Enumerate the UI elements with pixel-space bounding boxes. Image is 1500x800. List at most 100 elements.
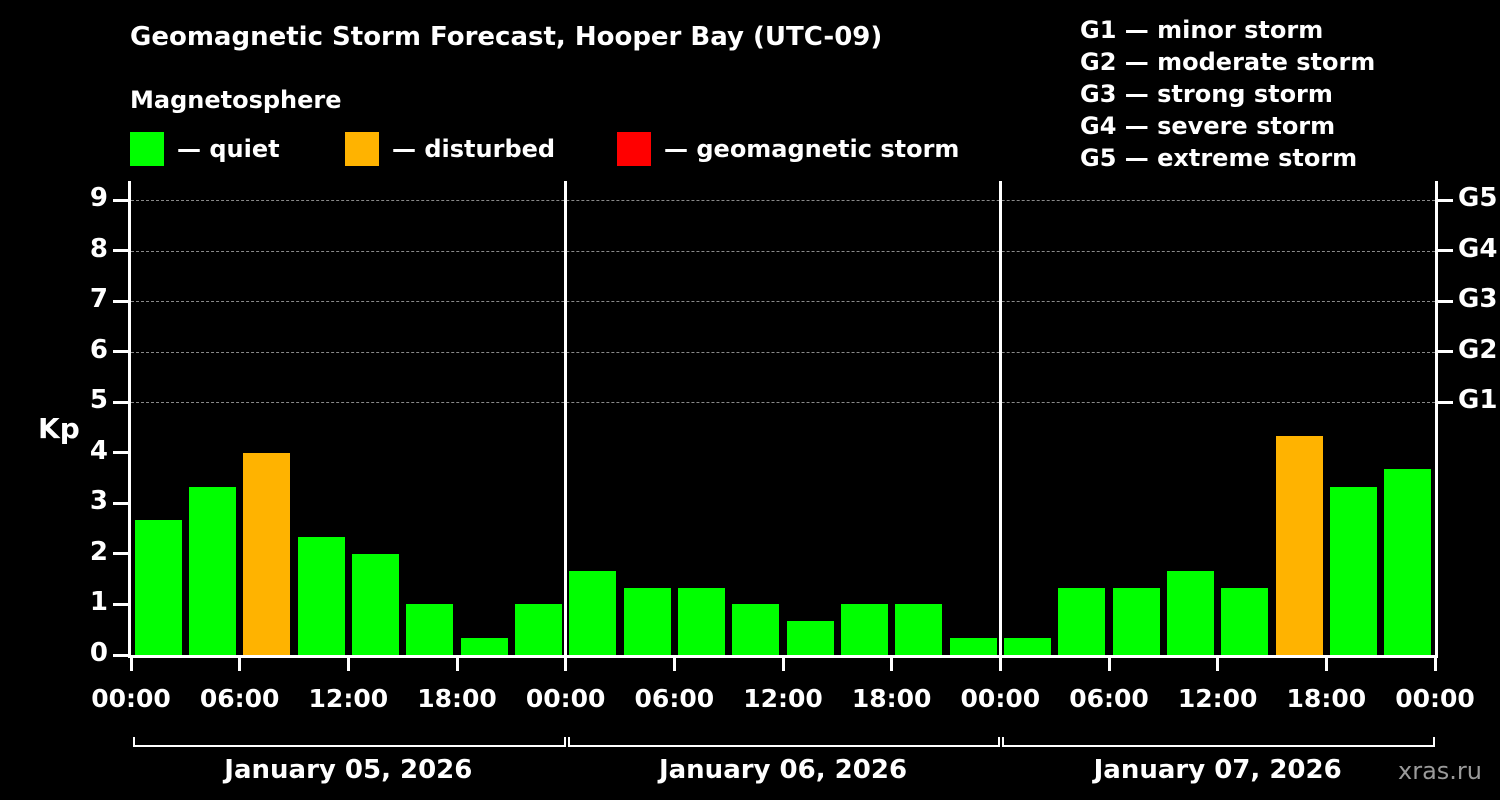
kp-bar [623, 587, 671, 655]
kp-gridline [131, 351, 1435, 353]
y-axis-tick [113, 451, 129, 455]
kp-bar [1166, 570, 1215, 655]
g-axis-tick [1437, 299, 1453, 303]
x-axis-tick [1107, 658, 1111, 671]
g-tick-label: G2 [1458, 334, 1498, 365]
x-axis-tick [998, 658, 1002, 671]
kp-bar [1384, 469, 1432, 655]
x-tick-label: 18:00 [417, 684, 497, 713]
x-tick-label: 00:00 [91, 684, 171, 713]
watermark: xras.ru [1398, 757, 1482, 785]
y-tick-label: 2 [89, 536, 108, 567]
bottom-axis-line [128, 655, 1438, 658]
kp-bar [1112, 587, 1160, 655]
y-tick-label: 0 [89, 638, 108, 668]
x-axis-tick [1216, 658, 1220, 671]
kp-bar [514, 604, 563, 655]
left-axis-line [128, 181, 131, 658]
date-label: January 06, 2026 [658, 755, 908, 785]
legend-label-storm: — geomagnetic storm [664, 135, 960, 163]
x-axis-tick [1433, 658, 1437, 671]
kp-bar [732, 604, 780, 655]
g-axis-tick [1437, 400, 1453, 404]
g-axis-tick [1437, 249, 1453, 253]
g-scale-legend: G1 — minor storm G2 — moderate storm G3 … [1080, 14, 1375, 174]
date-label: January 07, 2026 [1093, 755, 1342, 785]
g-tick-label: G3 [1458, 284, 1498, 315]
y-tick-label: 7 [89, 284, 108, 315]
g-axis-tick [1437, 350, 1453, 354]
chart-subtitle: Magnetosphere [130, 86, 342, 114]
kp-bar [840, 604, 889, 655]
x-axis-tick [129, 658, 133, 671]
kp-bar [1058, 587, 1106, 655]
x-tick-label: 12:00 [1177, 684, 1258, 713]
y-axis-tick [113, 350, 129, 354]
date-bracket [567, 737, 1001, 747]
y-axis-tick [113, 249, 129, 253]
y-tick-label: 9 [89, 183, 108, 213]
kp-gridline [131, 402, 1435, 404]
kp-bar [1221, 587, 1269, 655]
kp-bar [1003, 638, 1052, 655]
right-axis-line [1435, 181, 1438, 658]
storm-color-swatch-icon [617, 132, 651, 166]
g-scale-legend-item-g4: G4 — severe storm [1080, 112, 1336, 140]
kp-gridline [131, 200, 1435, 201]
legend-item-disturbed: — disturbed [345, 131, 555, 167]
kp-gridline [131, 301, 1435, 303]
g-axis-tick [1437, 198, 1453, 202]
g-tick-label: G4 [1458, 233, 1498, 264]
day-separator-line [564, 181, 568, 655]
x-tick-label: 18:00 [1286, 684, 1367, 713]
y-axis-tick [113, 400, 129, 404]
quiet-color-swatch-icon [130, 132, 164, 166]
x-tick-label: 06:00 [634, 684, 715, 713]
y-tick-label: 3 [89, 486, 108, 517]
kp-bar [188, 486, 237, 655]
x-tick-label: 18:00 [851, 684, 932, 713]
x-axis-tick [1324, 658, 1328, 671]
y-axis-title: Kp [38, 412, 80, 445]
kp-bar [569, 570, 617, 655]
y-tick-label: 8 [89, 233, 108, 264]
chart-title: Geomagnetic Storm Forecast, Hooper Bay (… [130, 22, 883, 52]
legend-label-disturbed: — disturbed [392, 135, 556, 163]
g-scale-legend-item-g3: G3 — strong storm [1080, 80, 1333, 108]
g-scale-legend-item-g2: G2 — moderate storm [1080, 48, 1376, 76]
g-scale-legend-item-g1: G1 — minor storm [1080, 16, 1324, 44]
kp-bar [134, 520, 182, 655]
y-tick-label: 5 [89, 385, 108, 416]
x-axis-tick [346, 658, 350, 671]
y-axis-tick [113, 501, 129, 505]
y-axis-tick [113, 299, 129, 303]
x-tick-label: 12:00 [743, 684, 823, 713]
x-tick-label: 12:00 [308, 684, 389, 713]
kp-bar [243, 452, 291, 655]
g-tick-label: G1 [1458, 385, 1498, 416]
plot-area [131, 181, 1435, 655]
x-tick-label: 00:00 [525, 684, 606, 713]
legend-item-quiet: — quiet [130, 131, 280, 167]
g-scale-legend-item-g5: G5 — extreme storm [1080, 144, 1358, 172]
kp-bar [1329, 486, 1378, 655]
x-axis-tick [564, 658, 568, 671]
x-axis-tick [781, 658, 785, 671]
x-axis-tick [672, 658, 676, 671]
date-bracket [133, 737, 566, 747]
date-label: January 05, 2026 [224, 755, 473, 785]
day-separator-line [998, 181, 1002, 655]
kp-bar [351, 553, 400, 655]
kp-bar [786, 621, 834, 655]
g-tick-label: G5 [1458, 183, 1498, 213]
kp-gridline [131, 250, 1435, 252]
kp-bar [895, 604, 943, 655]
y-axis-tick [113, 602, 129, 606]
kp-bar [949, 638, 997, 655]
legend-label-quiet: — quiet [177, 135, 280, 163]
x-tick-label: 06:00 [1069, 684, 1149, 713]
x-axis-tick [455, 658, 459, 671]
y-tick-label: 4 [89, 435, 108, 466]
kp-bar [460, 638, 508, 655]
